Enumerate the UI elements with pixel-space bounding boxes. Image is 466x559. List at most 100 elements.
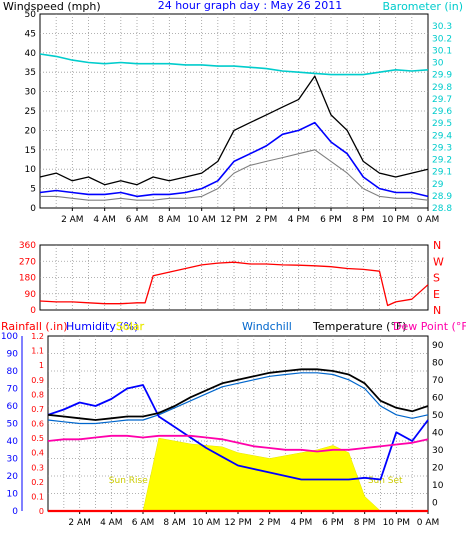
rainfall-tick-label: 0.5	[31, 434, 44, 443]
barometer-tick-label: 28.8	[432, 204, 452, 214]
bottom-xtick-label: 6 PM	[322, 518, 344, 528]
rainfall-tick-label: 1	[39, 361, 44, 370]
top-xtick-label: 0 AM	[417, 215, 440, 225]
temperature-tick-label: 60	[432, 393, 444, 403]
barometer-tick-label: 29.7	[432, 95, 452, 105]
top-xtick-label: 12 PM	[220, 215, 248, 225]
bottom-xtick-label: 4 PM	[290, 518, 312, 528]
solar-legend: Solar	[116, 320, 145, 333]
bottom-xtick-label: 4 AM	[100, 518, 123, 528]
bottom-xtick-label: 2 AM	[68, 518, 91, 528]
barometer-series-line	[39, 53, 429, 76]
windspeed-tick-label: 40	[25, 49, 37, 59]
top-xtick-label: 2 PM	[255, 215, 277, 225]
windspeed-tick-label: 20	[25, 126, 37, 136]
barometer-tick-label: 29.4	[432, 131, 452, 141]
windchill-series-line	[47, 372, 429, 425]
humidity-tick-label: 50	[7, 420, 19, 430]
humidity-tick-label: 90	[7, 350, 19, 360]
humidity-tick-label: 30	[7, 455, 19, 465]
top-xtick-label: 2 AM	[61, 215, 84, 225]
avg-series-line	[39, 121, 429, 198]
direction-tick-label: 360	[19, 241, 36, 251]
rainfall-tick-label: 0.8	[31, 390, 44, 399]
bottom-xtick-label: 8 PM	[354, 518, 376, 528]
compass-tick-label: S	[433, 272, 440, 285]
rainfall-tick-label: 1.1	[31, 347, 44, 356]
rainfall-tick-label: 0.9	[31, 376, 44, 385]
top-xtick-label: 4 AM	[93, 215, 116, 225]
temperature-tick-label: 40	[432, 428, 444, 438]
direction-series-line	[39, 261, 429, 307]
temperature-tick-label: 70	[432, 376, 444, 386]
bottom-xtick-label: 0 AM	[417, 518, 440, 528]
humidity-tick-label: 60	[7, 402, 19, 412]
temperature-tick-label: 20	[432, 463, 444, 473]
temperature-tick-label: 80	[432, 358, 444, 368]
humidity-tick-label: 40	[7, 437, 19, 447]
direction-tick-label: 90	[25, 290, 37, 300]
temperature-humidity-chart: 2 AM 4 AM 6 AM 8 AM 10 AM 12 PM 2 PM 4 PM 6 PM 8 …	[1, 332, 444, 528]
compass-tick-label: E	[433, 288, 440, 301]
speed-series-line	[40, 149, 429, 201]
rainfall-tick-label: 0.6	[31, 420, 44, 429]
barometer-tick-label: 28.9	[432, 192, 452, 202]
bottom-xtick-label: 12 PM	[224, 518, 252, 528]
barometer-tick-label: 30.1	[432, 46, 452, 56]
compass-tick-label: W	[433, 255, 444, 268]
barometer-tick-label: 30	[432, 59, 444, 69]
rainfall-tick-label: 0.2	[31, 478, 44, 487]
windchill-legend: Windchill	[242, 320, 292, 333]
rainfall-tick-label: 0	[39, 507, 44, 516]
rainfall-tick-label: 0.3	[31, 463, 44, 472]
barometer-tick-label: 29.6	[432, 107, 452, 117]
direction-tick-label: 270	[19, 257, 36, 267]
rainfall-legend: Rainfall (.in)	[1, 320, 68, 333]
windspeed-tick-label: 50	[25, 10, 37, 20]
windspeed-tick-label: 15	[25, 146, 36, 156]
windspeed-tick-label: 10	[25, 165, 37, 175]
barometer-tick-label: 29.3	[432, 143, 452, 153]
barometer-tick-label: 29.9	[432, 71, 452, 81]
humidity-series-line	[47, 384, 429, 481]
humidity-tick-label: 70	[7, 385, 19, 395]
compass-tick-label: N	[433, 239, 441, 252]
barometer-tick-label: 29.8	[432, 83, 452, 93]
windspeed-tick-label: 0	[30, 204, 36, 214]
temperature-tick-label: 50	[432, 411, 444, 421]
top-xtick-label: 6 AM	[126, 215, 149, 225]
windspeed-tick-label: 35	[25, 68, 36, 78]
bottom-xtick-label: 10 PM	[383, 518, 411, 528]
top-frame	[39, 13, 429, 209]
compass-tick-label: N	[433, 304, 441, 317]
humidity-legend: Humidity (%)	[66, 320, 138, 333]
temperature-legend: Temperature (°F)	[312, 320, 407, 333]
sun-annotation: Sun Set	[368, 476, 403, 486]
barometer-axis-label: Barometer (in)	[383, 0, 464, 13]
barometer-tick-label: 29.5	[432, 119, 452, 129]
top-xtick-label: 8 AM	[158, 215, 181, 225]
top-xtick-label: 10 AM	[188, 215, 216, 225]
humidity-tick-label: 80	[7, 367, 19, 377]
top-xtick-label: 6 PM	[320, 215, 342, 225]
rainfall-tick-label: 0.1	[31, 492, 44, 501]
windspeed-tick-label: 25	[25, 107, 36, 117]
bottom-xtick-label: 10 AM	[192, 518, 220, 528]
gust-series-line	[39, 75, 429, 186]
barometer-tick-label: 30.2	[432, 34, 452, 44]
rainfall-tick-label: 0.7	[31, 405, 44, 414]
rainfall-tick-label: 0.4	[31, 449, 44, 458]
barometer-tick-label: 30.3	[432, 22, 452, 32]
top-xtick-label: 8 PM	[352, 215, 374, 225]
bottom-xtick-label: 2 PM	[259, 518, 281, 528]
humidity-tick-label: 20	[7, 472, 19, 482]
temperature-tick-label: 0	[432, 498, 438, 508]
humidity-tick-label: 0	[12, 507, 18, 517]
temperature-series-line	[47, 368, 429, 421]
windspeed-tick-label: 5	[30, 185, 36, 195]
top-xtick-label: 4 PM	[288, 215, 310, 225]
top-xtick-label: 10 PM	[382, 215, 410, 225]
